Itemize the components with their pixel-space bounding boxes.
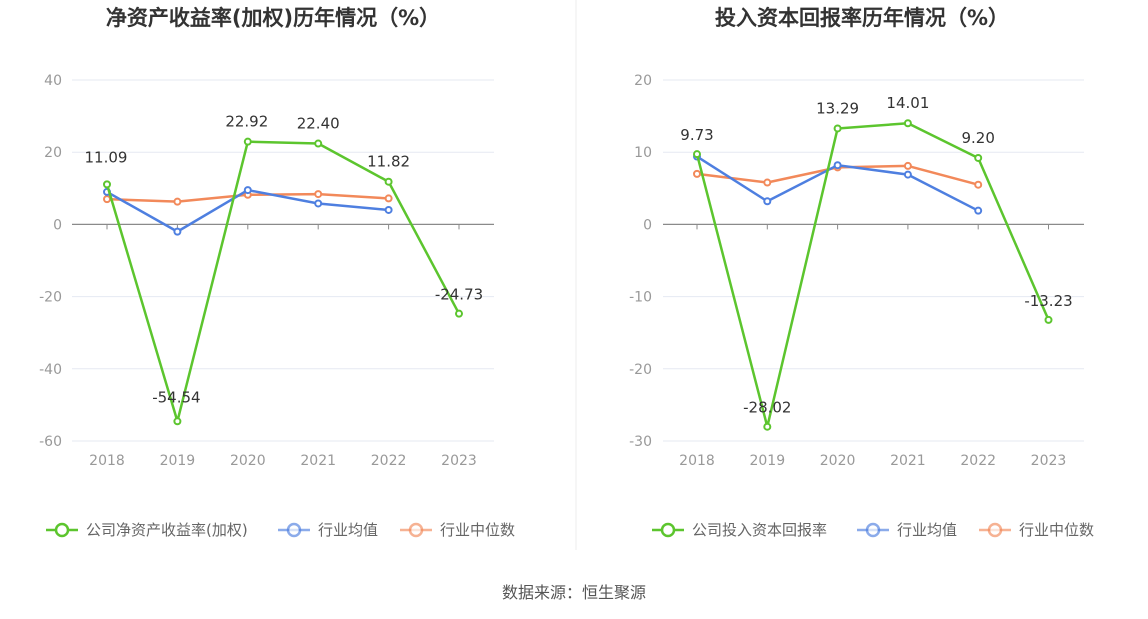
legend-label: 公司净资产收益率(加权) [86, 521, 248, 539]
roe-chart-title: 净资产收益率(加权)历年情况（%） [106, 6, 440, 30]
legend-swatch-marker [54, 522, 70, 538]
series-line-company [695, 121, 1050, 428]
legend-swatch-marker [660, 522, 676, 538]
data-label: 22.40 [297, 115, 340, 133]
legend-label: 公司投入资本回报率 [692, 521, 827, 539]
data-point-median[interactable] [763, 178, 772, 187]
data-point-median[interactable] [384, 194, 393, 203]
data-point-company[interactable] [243, 137, 252, 146]
data-source-note: 数据来源：恒生聚源 [502, 583, 646, 602]
y-tick-label: -60 [39, 434, 62, 450]
data-point-median[interactable] [173, 197, 182, 206]
y-tick-label: -20 [629, 362, 652, 378]
data-point-avg[interactable] [314, 199, 323, 208]
legend-item-company[interactable]: 公司投入资本回报率 [652, 521, 827, 539]
roic-chart-title: 投入资本回报率历年情况（%） [715, 6, 1009, 30]
data-label: -24.73 [435, 286, 483, 304]
data-point-company[interactable] [903, 119, 912, 128]
legend-swatch-marker [408, 522, 424, 538]
data-point-company[interactable] [974, 153, 983, 162]
data-point-median[interactable] [903, 161, 912, 170]
legend-label: 行业中位数 [440, 521, 515, 539]
x-tick-label: 2019 [749, 453, 785, 469]
x-tick-label: 2023 [441, 453, 477, 469]
data-point-company[interactable] [314, 139, 323, 148]
y-tick-label: -10 [629, 290, 652, 306]
series-line-company [105, 140, 461, 423]
legend: 公司净资产收益率(加权) 行业均值 行业中位数 [46, 521, 515, 539]
data-point-company[interactable] [103, 180, 111, 189]
data-label: 9.20 [961, 129, 994, 147]
legend-label: 行业均值 [318, 521, 378, 539]
data-label: -54.54 [152, 388, 200, 406]
data-label: 9.73 [680, 126, 713, 144]
data-point-company[interactable] [833, 124, 842, 133]
data-point-median[interactable] [103, 195, 111, 204]
data-point-avg[interactable] [903, 170, 912, 179]
data-point-company[interactable] [693, 150, 701, 159]
y-tick-label: 20 [634, 73, 652, 89]
series-avg [103, 186, 393, 236]
roe-chart: 净资产收益率(加权)历年情况（%） 40 20 0 -20 -40 -60 2018 2019… [39, 6, 515, 539]
data-label: 13.29 [816, 99, 859, 117]
y-tick-label: 0 [53, 217, 62, 233]
data-label: -13.23 [1024, 292, 1072, 310]
data-point-company[interactable] [763, 422, 772, 431]
roic-chart: 投入资本回报率历年情况（%） 20 10 0 -10 -20 -30 2018 2019 202… [629, 6, 1094, 539]
series-company: 11.09 -54.54 22.92 22.40 11.82 -24.73 [85, 113, 483, 426]
y-tick-label: 20 [44, 145, 62, 161]
y-tick-label: 10 [634, 145, 652, 161]
legend-item-avg[interactable]: 行业均值 [857, 521, 957, 539]
data-point-company[interactable] [384, 177, 393, 186]
legend-item-median[interactable]: 行业中位数 [979, 521, 1094, 539]
data-point-company[interactable] [173, 417, 182, 426]
x-tick-label: 2021 [300, 453, 336, 469]
y-tick-label: -20 [39, 290, 62, 306]
legend-item-company[interactable]: 公司净资产收益率(加权) [46, 521, 248, 539]
y-tick-label: 40 [44, 73, 62, 89]
data-label: 14.01 [886, 94, 929, 112]
x-tick-label: 2020 [820, 453, 856, 469]
data-point-company[interactable] [455, 309, 463, 318]
data-point-avg[interactable] [974, 206, 983, 215]
legend: 公司投入资本回报率 行业均值 行业中位数 [652, 521, 1094, 539]
legend-swatch-marker [987, 522, 1003, 538]
data-point-avg[interactable] [243, 186, 252, 195]
legend-item-median[interactable]: 行业中位数 [400, 521, 515, 539]
legend-label: 行业中位数 [1019, 521, 1094, 539]
y-tick-label: -40 [39, 362, 62, 378]
data-point-median[interactable] [693, 169, 701, 178]
x-tick-label: 2022 [371, 453, 407, 469]
data-point-avg[interactable] [833, 161, 842, 170]
x-tick-label: 2021 [890, 453, 926, 469]
y-tick-label: -30 [629, 434, 652, 450]
data-point-avg[interactable] [384, 205, 393, 214]
legend-item-avg[interactable]: 行业均值 [278, 521, 378, 539]
data-point-avg[interactable] [173, 227, 182, 236]
x-tick-label: 2020 [230, 453, 266, 469]
x-tick-label: 2018 [89, 453, 125, 469]
x-tick-label: 2023 [1031, 453, 1067, 469]
data-point-median[interactable] [974, 180, 983, 189]
legend-swatch-marker [286, 522, 302, 538]
series-median [103, 190, 393, 206]
x-tick-label: 2018 [679, 453, 715, 469]
data-label: 22.92 [225, 113, 268, 131]
data-label: 11.09 [85, 148, 128, 166]
data-label: -28.02 [743, 399, 791, 417]
y-tick-label: 0 [643, 217, 652, 233]
legend-swatch-marker [865, 522, 881, 538]
legend-label: 行业均值 [897, 521, 957, 539]
data-point-median[interactable] [314, 190, 323, 199]
data-point-company[interactable] [1044, 315, 1053, 324]
x-tick-label: 2019 [160, 453, 196, 469]
x-tick-label: 2022 [960, 453, 996, 469]
data-point-avg[interactable] [763, 197, 772, 206]
series-avg [693, 152, 983, 215]
series-company: 9.73 -28.02 13.29 14.01 9.20 -13.23 [680, 94, 1073, 431]
data-label: 11.82 [367, 153, 410, 171]
